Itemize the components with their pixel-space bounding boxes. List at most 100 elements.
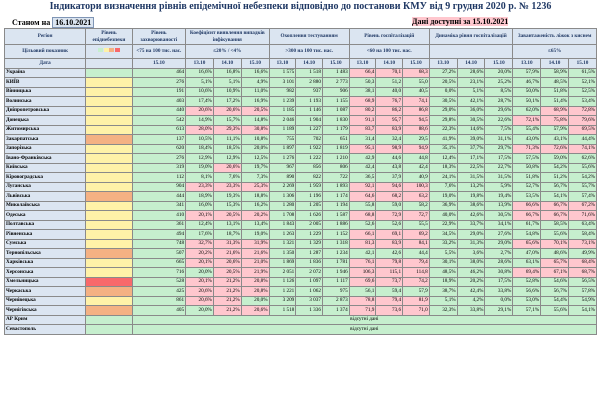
- o2-cell: 65,7%: [540, 257, 569, 268]
- date-testing-1: 13.10: [268, 58, 297, 69]
- hos-cell: 56,1: [348, 286, 377, 297]
- tst-cell: 1 287: [295, 248, 323, 259]
- date-detect-2: 14.10: [212, 58, 242, 69]
- level-cell: [85, 219, 133, 230]
- o2-cell: 68,4%: [567, 257, 598, 268]
- dyn-cell: 30,8%: [484, 267, 514, 278]
- tst-cell: 1 193: [295, 96, 323, 107]
- o2-cell: 55,6%: [540, 229, 569, 240]
- dyn-cell: 42,4%: [456, 286, 486, 297]
- region-name: Севастополь: [3, 324, 87, 335]
- table-row: Чернівецька 861 20,6% 21,2% 20,0% 3 209 3 037 2…: [3, 295, 598, 306]
- hos-cell: 66,4: [348, 67, 377, 78]
- o2-cell: 57,9%: [540, 124, 569, 135]
- det-cell: 21,2%: [212, 305, 242, 316]
- hos-cell: 81,9: [402, 295, 430, 306]
- incidence-cell: 542: [131, 115, 187, 126]
- incidence-cell: 464: [131, 67, 187, 78]
- incidence-cell: 904: [131, 181, 187, 192]
- region-name: КИЇВ: [3, 77, 87, 88]
- dyn-cell: 39,0%: [456, 134, 486, 145]
- o2-cell: 51,8%: [540, 86, 569, 97]
- date-incidence: 15.10: [131, 58, 187, 69]
- det-cell: 21,6%: [240, 248, 270, 259]
- hos-cell: 76,1: [348, 257, 377, 268]
- o2-cell: 54,9%: [567, 295, 598, 306]
- hos-cell: 44,4: [402, 248, 430, 259]
- o2-cell: 54,2%: [540, 162, 569, 173]
- o2-cell: 54,8%: [512, 229, 542, 240]
- dyn-cell: 18,3%: [428, 162, 458, 173]
- tst-cell: 1 575: [268, 67, 297, 78]
- tst-cell: 1 836: [295, 257, 323, 268]
- det-cell: 20,6%: [185, 295, 214, 306]
- table-row: Запорізька 620 18,4% 18,5% 20,0% 1 897 1 922 1 …: [3, 143, 598, 154]
- incidence-cell: 191: [131, 86, 187, 97]
- hos-cell: 106,3: [348, 267, 377, 278]
- tst-cell: 890: [268, 172, 297, 183]
- det-cell: 16,6%: [185, 67, 214, 78]
- det-cell: 10,6%: [185, 86, 214, 97]
- det-cell: 19,0%: [240, 229, 270, 240]
- det-cell: 17,2%: [212, 96, 242, 107]
- level-cell: [85, 162, 133, 173]
- hos-cell: 55,5: [402, 219, 430, 230]
- dyn-cell: 28,7%: [484, 96, 514, 107]
- hos-cell: 63,2: [402, 191, 430, 202]
- tst-cell: 1 350: [268, 248, 297, 259]
- det-cell: 12,4%: [185, 219, 214, 230]
- table-row: Тернопільська 507 20,2% 21,6% 21,6% 1 350 1 28…: [3, 248, 598, 259]
- hos-cell: 74,1: [402, 96, 430, 107]
- level-cell: [85, 248, 133, 259]
- hos-cell: 94,6: [375, 181, 404, 192]
- table-row: АР Крим відсутні дані: [3, 314, 598, 325]
- det-cell: 25,3%: [240, 181, 270, 192]
- col-incidence: Рівень захворюваності: [131, 28, 187, 45]
- o2-cell: 74,1%: [567, 143, 598, 154]
- det-cell: 20,0%: [185, 267, 214, 278]
- hos-cell: 36,5: [348, 172, 377, 183]
- target-testing: >300 на 100 тис. нас.: [268, 44, 350, 59]
- table-row: Житомирська 613 28,0% 29,3% 30,8% 1 189 1 227 1…: [3, 124, 598, 135]
- dyn-cell: 25,2%: [484, 77, 514, 88]
- o2-cell: 68,9%: [540, 105, 569, 116]
- date-detect-1: 13.10: [185, 58, 214, 69]
- tst-cell: 1 189: [268, 124, 297, 135]
- o2-cell: 66,7%: [540, 200, 569, 211]
- level-cell: [85, 67, 133, 78]
- level-cell: [85, 210, 133, 221]
- o2-cell: 58,4%: [567, 229, 598, 240]
- tst-cell: 2 269: [268, 181, 297, 192]
- level-cell: [85, 191, 133, 202]
- level-cell: [85, 172, 133, 183]
- det-cell: 31,9%: [240, 238, 270, 249]
- tst-cell: 2 051: [268, 267, 297, 278]
- hos-cell: 100,3: [402, 181, 430, 192]
- level-cell: [85, 286, 133, 297]
- hos-cell: 52,6: [375, 219, 404, 230]
- level-cell: [85, 257, 133, 268]
- level-cell: [85, 267, 133, 278]
- tst-cell: 2 880: [295, 77, 323, 88]
- tst-cell: 1 222: [295, 153, 323, 164]
- table-row: Севастополь відсутні дані: [3, 324, 598, 335]
- o2-cell: 71,6%: [567, 210, 598, 221]
- det-cell: 20,5%: [212, 267, 242, 278]
- incidence-cell: 361: [131, 219, 187, 230]
- green-swatch: [98, 48, 104, 52]
- o2-cell: 46,7%: [512, 77, 542, 88]
- o2-cell: 53,0%: [512, 295, 542, 306]
- o2-cell: 55,6%: [540, 305, 569, 316]
- tst-cell: 1 087: [321, 105, 350, 116]
- dyn-cell: 34,1%: [484, 219, 514, 230]
- o2-cell: 48,5%: [540, 77, 569, 88]
- det-cell: 20,1%: [185, 257, 214, 268]
- tst-cell: 755: [268, 134, 297, 145]
- region-name: Харківська: [3, 257, 87, 268]
- hos-cell: 79,8: [375, 257, 404, 268]
- det-cell: 18,4%: [185, 143, 214, 154]
- o2-cell: 54,1%: [540, 191, 569, 202]
- tst-cell: 2 773: [321, 77, 350, 88]
- region-name: Полтавська: [3, 219, 87, 230]
- incidence-cell: 620: [131, 143, 187, 154]
